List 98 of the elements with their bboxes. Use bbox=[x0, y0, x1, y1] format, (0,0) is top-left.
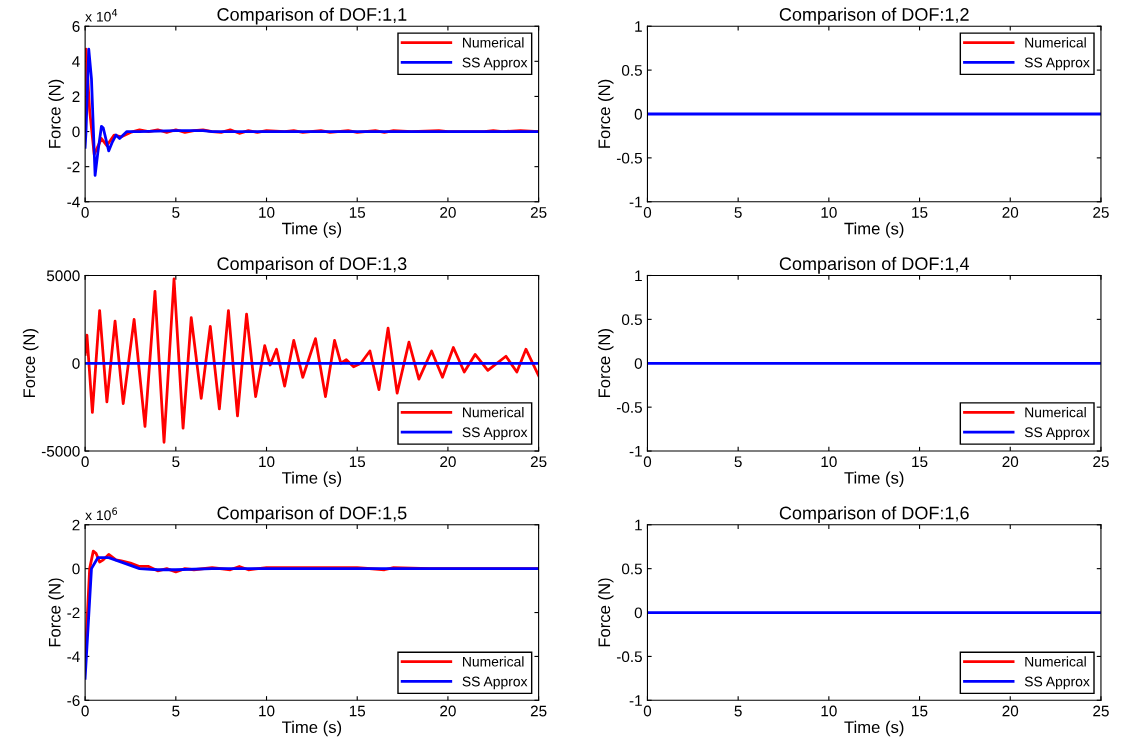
legend-label: SS Approx bbox=[1024, 676, 1090, 690]
y-tick-label: 0 bbox=[634, 358, 642, 369]
text: x 10$^{4}$ bbox=[85, 9, 118, 22]
legend-label: Numerical bbox=[1025, 37, 1086, 48]
x-tick-label: 0 bbox=[643, 207, 652, 218]
x-tick-label: 15 bbox=[912, 456, 928, 468]
x-axis-title: Time (s) bbox=[844, 720, 904, 737]
x-tick-label: 25 bbox=[1093, 456, 1109, 468]
x-tick-label: 15 bbox=[349, 705, 366, 717]
y-tick-label: 0 bbox=[72, 563, 80, 575]
legend-label: SS Approx bbox=[462, 57, 528, 71]
legend-label: Numerical bbox=[463, 656, 524, 667]
y-tick-label: -1 bbox=[629, 196, 642, 208]
y-axis-title: Force (N) bbox=[22, 329, 39, 398]
x-tick-label: 5 bbox=[172, 705, 180, 717]
chart-title: Comparison of DOF:1,1 bbox=[217, 7, 407, 25]
y-axis-title: Force (N) bbox=[597, 329, 614, 398]
x-tick-label: 25 bbox=[530, 207, 547, 218]
x-tick-label: 10 bbox=[821, 207, 837, 218]
chart-title: Comparison of DOF:1,2 bbox=[779, 7, 969, 25]
y-tick-label: 0 bbox=[634, 607, 642, 619]
legend-label: Numerical bbox=[1025, 656, 1086, 667]
x-tick-label: 5 bbox=[734, 705, 742, 717]
x-tick-label: 5 bbox=[172, 207, 180, 218]
x-tick-label: 25 bbox=[530, 705, 547, 717]
y-tick-label: -0.5 bbox=[616, 152, 642, 164]
legend-label: SS Approx bbox=[462, 676, 528, 690]
x-tick-label: 20 bbox=[440, 207, 456, 218]
y-tick-label: -5000 bbox=[41, 445, 80, 457]
x-axis-title: Time (s) bbox=[844, 471, 904, 488]
y-tick-label: 2 bbox=[72, 519, 80, 531]
y-tick-label: 2 bbox=[72, 91, 80, 102]
y-tick-label: -4 bbox=[67, 196, 80, 208]
legend-label: Numerical bbox=[1025, 407, 1086, 418]
x-axis-title: Time (s) bbox=[844, 222, 904, 238]
y-tick-label: 0.5 bbox=[621, 64, 642, 76]
y-tick-label: 1 bbox=[635, 21, 642, 32]
x-tick-label: 5 bbox=[734, 207, 742, 218]
x-tick-label: 15 bbox=[349, 207, 366, 218]
y-tick-label: 0 bbox=[72, 126, 80, 138]
x-tick-label: 5 bbox=[172, 456, 180, 468]
y-tick-label: 0.5 bbox=[621, 563, 642, 575]
x-tick-label: 0 bbox=[81, 456, 89, 468]
y-tick-label: 0 bbox=[634, 108, 642, 120]
y-axis-title: Force (N) bbox=[48, 578, 64, 647]
x-tick-label: 10 bbox=[821, 705, 837, 717]
y-axis-title: Force (N) bbox=[48, 79, 64, 148]
y-tick-label: -0.5 bbox=[616, 402, 642, 413]
y-tick-label: 1 bbox=[635, 270, 642, 282]
y-axis-title: Force (N) bbox=[597, 578, 614, 647]
chart-title: Comparison of DOF:1,3 bbox=[217, 256, 407, 274]
x-tick-label: 25 bbox=[1093, 705, 1109, 717]
x-tick-label: 0 bbox=[643, 705, 652, 717]
x-tick-label: 10 bbox=[259, 207, 275, 218]
y-tick-label: -2 bbox=[67, 161, 80, 173]
x-tick-label: 5 bbox=[734, 456, 742, 468]
x-tick-label: 20 bbox=[1002, 207, 1019, 218]
x-tick-label: 10 bbox=[259, 705, 275, 717]
chart-title: Comparison of DOF:1,6 bbox=[779, 506, 969, 523]
y-tick-label: 5000 bbox=[46, 270, 80, 282]
x-tick-label: 0 bbox=[81, 705, 89, 717]
y-tick-label: -0.5 bbox=[616, 651, 642, 663]
legend-label: SS Approx bbox=[1024, 57, 1090, 71]
x-axis-title: Time (s) bbox=[282, 222, 342, 238]
y-tick-label: -6 bbox=[67, 695, 80, 706]
y-tick-label: -4 bbox=[67, 651, 80, 662]
x-tick-label: 0 bbox=[643, 456, 652, 468]
y-tick-label: -2 bbox=[67, 607, 80, 619]
chart-title: Comparison of DOF:1,5 bbox=[217, 506, 407, 523]
y-axis-title: Force (N) bbox=[597, 79, 614, 148]
x-tick-label: 25 bbox=[530, 456, 547, 468]
y-tick-label: 0 bbox=[72, 358, 80, 369]
x-tick-label: 0 bbox=[81, 207, 89, 218]
y-tick-label: -1 bbox=[629, 446, 642, 457]
y-tick-label: 4 bbox=[72, 56, 80, 67]
x-tick-label: 10 bbox=[259, 456, 275, 468]
legend-label: SS Approx bbox=[462, 427, 528, 440]
text: x 10$^{6}$ bbox=[85, 507, 118, 521]
x-tick-label: 20 bbox=[1002, 705, 1019, 717]
x-tick-label: 15 bbox=[912, 207, 928, 218]
x-axis-title: Time (s) bbox=[282, 471, 342, 488]
legend-label: Numerical bbox=[463, 407, 524, 418]
y-tick-label: 0.5 bbox=[621, 314, 642, 326]
x-tick-label: 15 bbox=[349, 456, 366, 468]
chart-title: Comparison of DOF:1,4 bbox=[779, 256, 970, 274]
x-axis-title: Time (s) bbox=[282, 720, 342, 737]
x-tick-label: 15 bbox=[912, 705, 928, 717]
x-tick-label: 20 bbox=[1002, 456, 1019, 468]
legend-label: SS Approx bbox=[1024, 427, 1090, 440]
line-series bbox=[85, 47, 539, 177]
y-tick-label: -1 bbox=[629, 695, 642, 706]
legend-label: Numerical bbox=[463, 37, 524, 48]
x-tick-label: 20 bbox=[440, 456, 456, 468]
x-tick-label: 25 bbox=[1093, 207, 1109, 218]
x-tick-label: 20 bbox=[440, 705, 456, 717]
y-tick-label: 6 bbox=[72, 21, 80, 32]
x-tick-label: 10 bbox=[821, 456, 837, 468]
y-tick-label: 1 bbox=[635, 519, 642, 531]
